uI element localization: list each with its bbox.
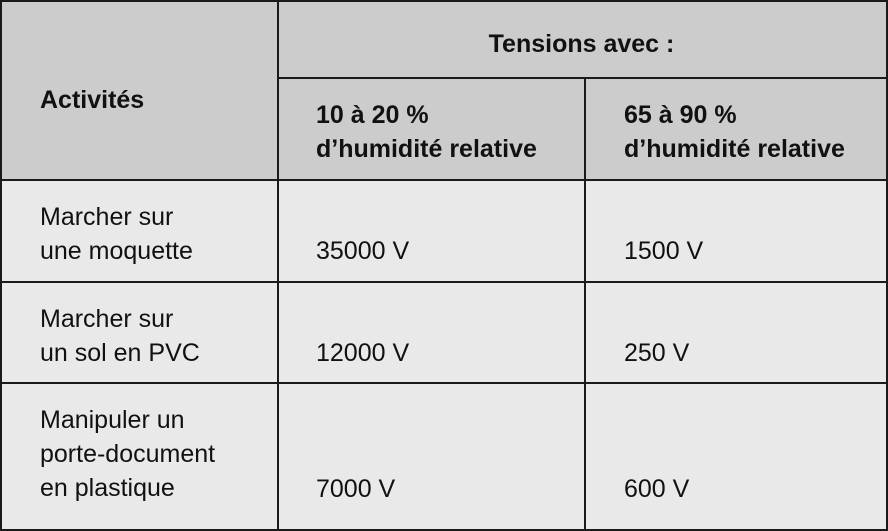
column-divider bbox=[584, 78, 586, 529]
table-row-activity: Manipuler un porte-document en plastique bbox=[40, 406, 216, 502]
table-row-low-humidity-value: 12000 V bbox=[316, 339, 410, 367]
column-divider bbox=[277, 2, 279, 529]
row-divider bbox=[2, 281, 886, 283]
row-divider bbox=[2, 179, 886, 181]
table-row-low-humidity-value: 7000 V bbox=[316, 475, 396, 503]
table-row-activity: Marcher sur un sol en PVC bbox=[40, 305, 200, 367]
table-row-high-humidity-value: 600 V bbox=[624, 475, 690, 503]
activities-header: Activités bbox=[40, 86, 145, 114]
table-row-low-humidity-value: 35000 V bbox=[316, 237, 410, 265]
table-row-high-humidity-value: 250 V bbox=[624, 339, 690, 367]
voltage-group-header: Tensions avec : bbox=[488, 30, 675, 58]
row-divider bbox=[2, 382, 886, 384]
row-divider bbox=[277, 77, 886, 79]
table-header-background bbox=[2, 2, 886, 180]
low-humidity-header: 10 à 20 % d’humidité relative bbox=[316, 101, 537, 163]
table-row-activity: Marcher sur une moquette bbox=[40, 203, 193, 265]
high-humidity-header: 65 à 90 % d’humidité relative bbox=[624, 101, 845, 163]
table-row-high-humidity-value: 1500 V bbox=[624, 237, 704, 265]
